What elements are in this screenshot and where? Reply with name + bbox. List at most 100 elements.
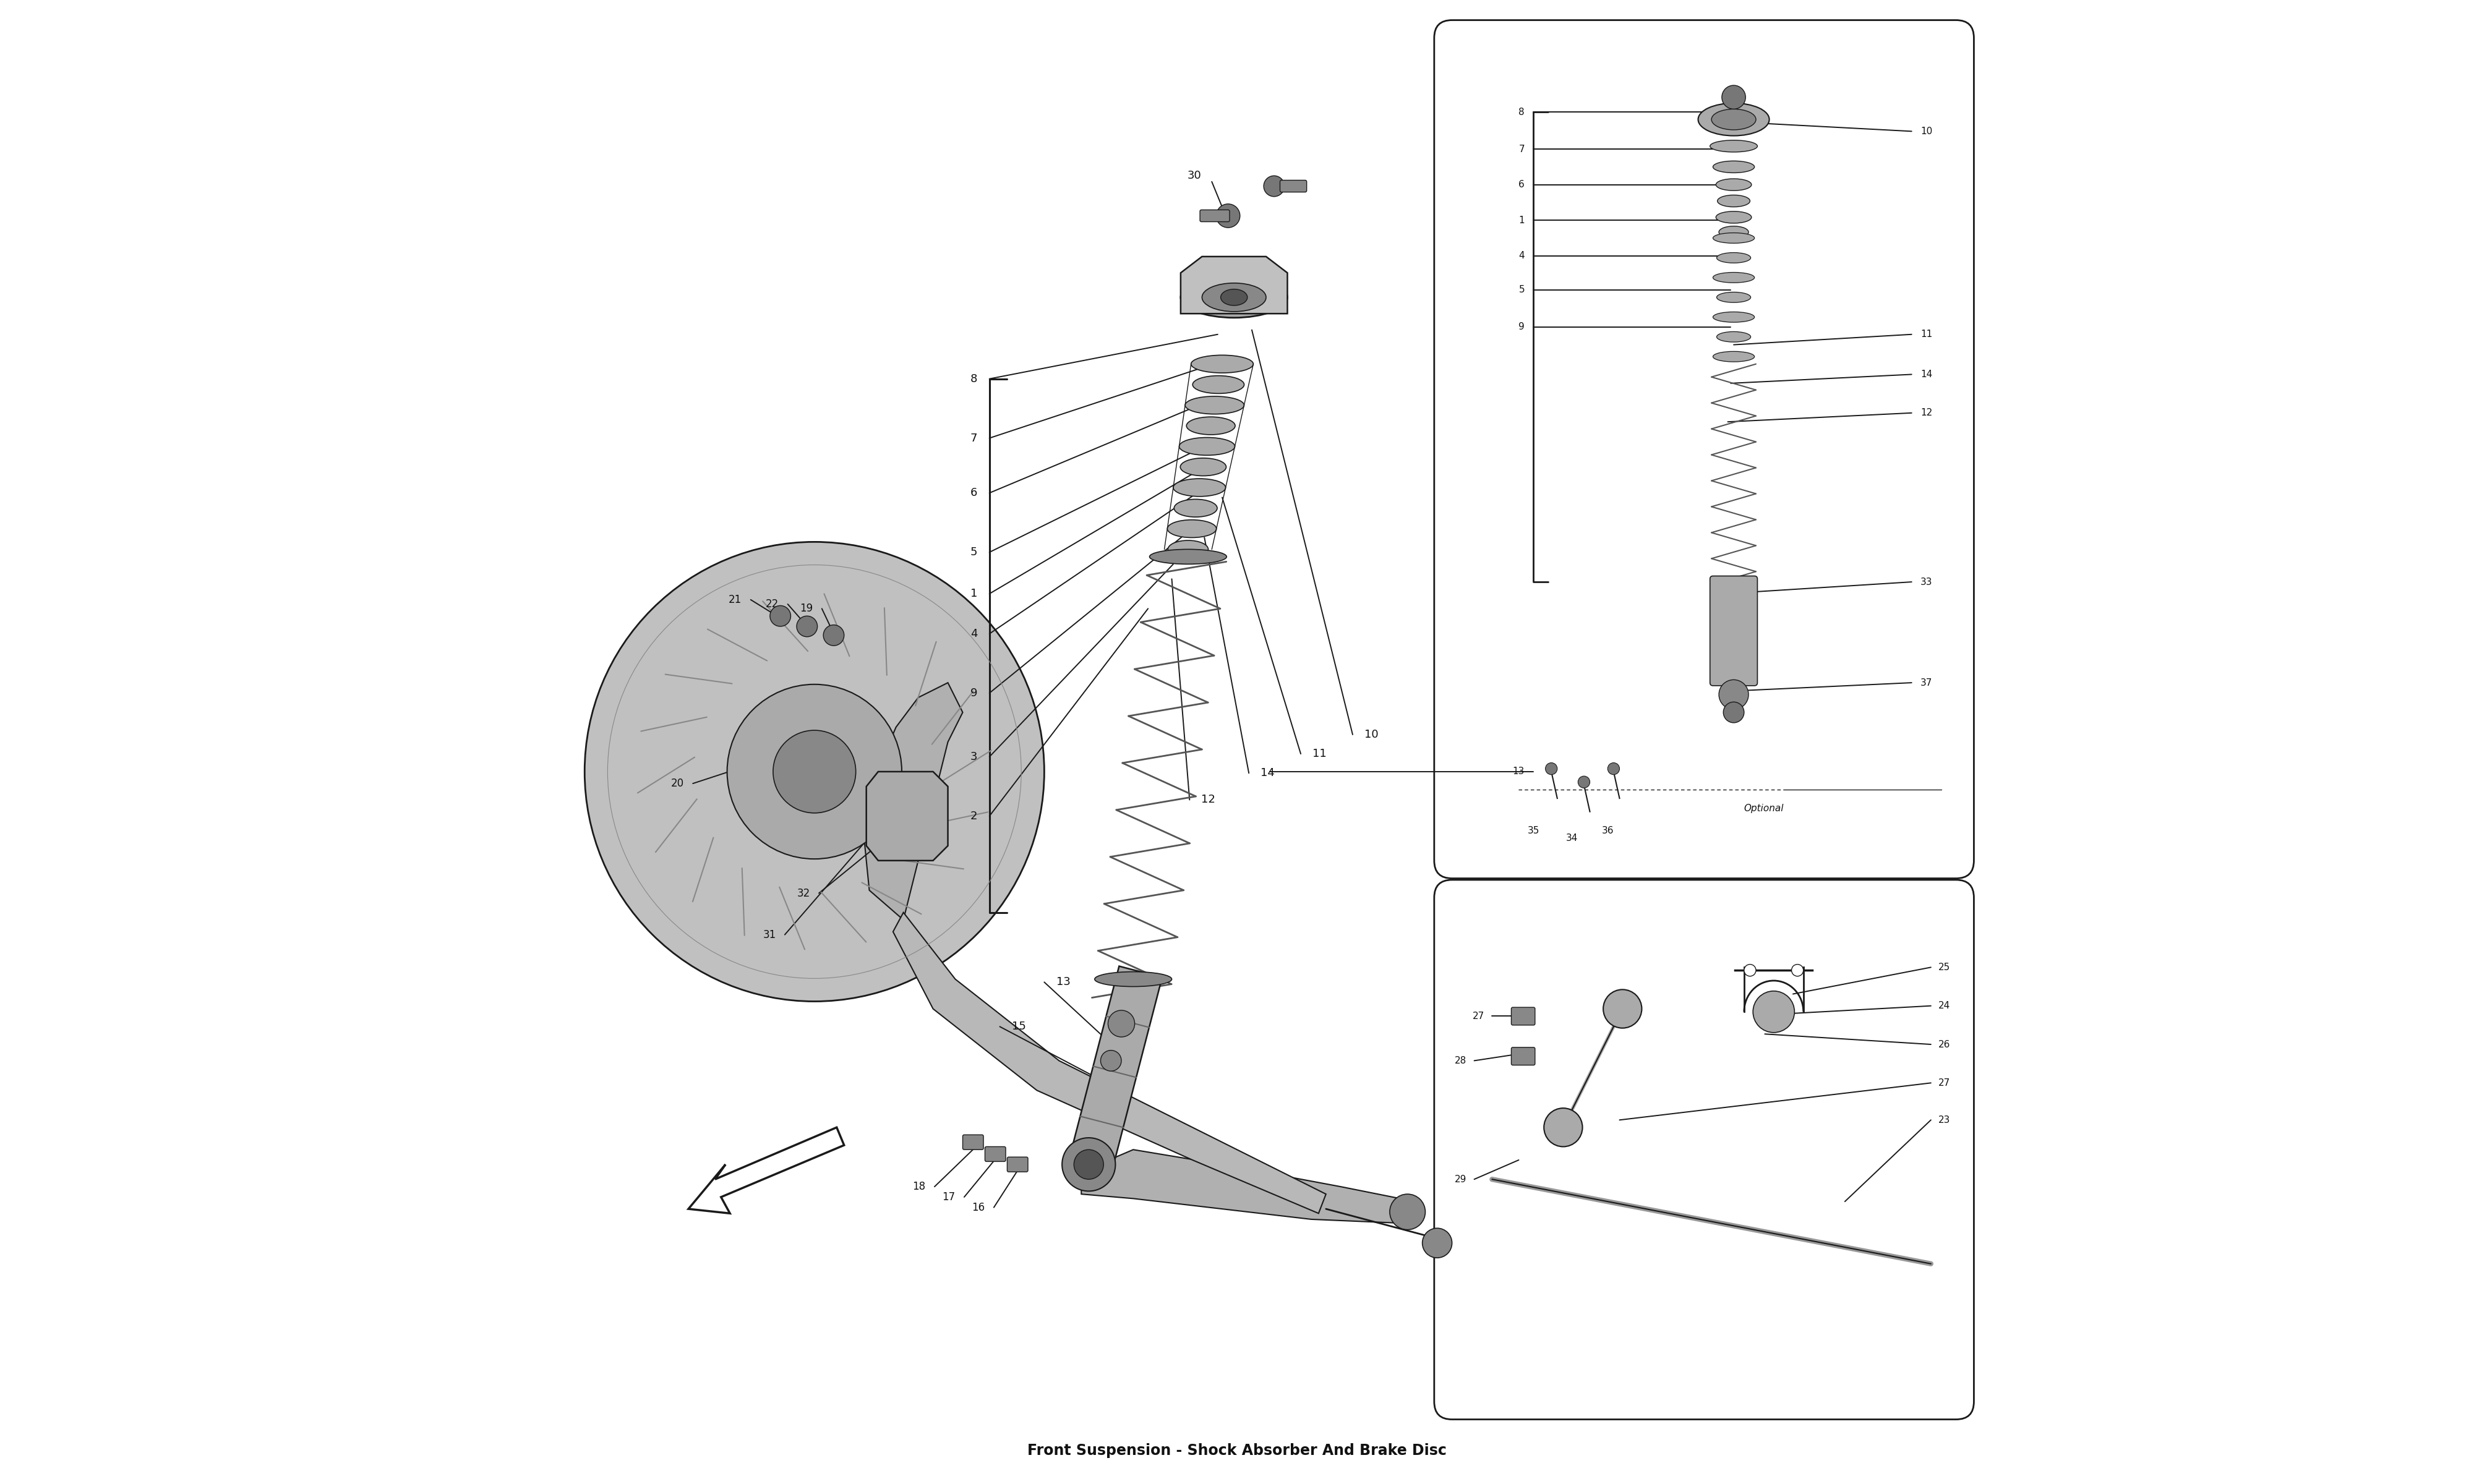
- Ellipse shape: [1150, 549, 1227, 564]
- Text: 15: 15: [1012, 1021, 1027, 1033]
- Ellipse shape: [1192, 375, 1244, 393]
- Ellipse shape: [1719, 226, 1749, 237]
- Text: 27: 27: [1937, 1079, 1950, 1088]
- Text: 17: 17: [943, 1192, 955, 1202]
- Circle shape: [1791, 965, 1804, 976]
- Ellipse shape: [1180, 459, 1227, 476]
- Ellipse shape: [1188, 417, 1235, 435]
- Circle shape: [1754, 991, 1794, 1033]
- Text: 7: 7: [970, 432, 977, 444]
- Text: 3: 3: [970, 751, 977, 763]
- Text: 16: 16: [972, 1202, 985, 1212]
- Text: 5: 5: [1519, 285, 1524, 294]
- Text: 11: 11: [1920, 329, 1932, 338]
- FancyBboxPatch shape: [1279, 180, 1306, 191]
- Text: 30: 30: [1188, 171, 1202, 181]
- Ellipse shape: [1712, 108, 1757, 129]
- Text: 10: 10: [1920, 126, 1932, 137]
- Text: 7: 7: [1519, 144, 1524, 154]
- Text: 14: 14: [1262, 767, 1274, 779]
- Text: 9: 9: [970, 687, 977, 699]
- Text: 6: 6: [970, 487, 977, 499]
- Text: 26: 26: [1937, 1040, 1950, 1049]
- Text: 33: 33: [1920, 577, 1932, 586]
- Text: Front Suspension - Shock Absorber And Brake Disc: Front Suspension - Shock Absorber And Br…: [1027, 1442, 1447, 1457]
- Text: 34: 34: [1566, 834, 1578, 843]
- Circle shape: [769, 605, 792, 626]
- FancyBboxPatch shape: [1512, 1048, 1534, 1066]
- Text: 18: 18: [913, 1181, 925, 1192]
- Ellipse shape: [1180, 438, 1235, 456]
- Ellipse shape: [1697, 102, 1769, 135]
- Ellipse shape: [1712, 312, 1754, 322]
- Ellipse shape: [1717, 292, 1752, 303]
- Text: 27: 27: [1472, 1012, 1484, 1021]
- Ellipse shape: [1712, 273, 1754, 283]
- Polygon shape: [688, 1128, 844, 1214]
- Text: 28: 28: [1455, 1057, 1467, 1066]
- Circle shape: [772, 730, 856, 813]
- Circle shape: [1264, 175, 1284, 196]
- Circle shape: [824, 625, 844, 646]
- Text: 21: 21: [730, 594, 742, 605]
- Text: 4: 4: [970, 628, 977, 640]
- Ellipse shape: [1712, 160, 1754, 172]
- Text: 22: 22: [767, 598, 779, 610]
- Ellipse shape: [1717, 178, 1752, 190]
- FancyBboxPatch shape: [1007, 1158, 1027, 1172]
- Text: 10: 10: [1366, 729, 1378, 741]
- Ellipse shape: [1717, 252, 1752, 263]
- Circle shape: [1578, 776, 1591, 788]
- Circle shape: [584, 542, 1044, 1002]
- Ellipse shape: [1717, 194, 1749, 206]
- Text: 32: 32: [797, 887, 809, 899]
- Ellipse shape: [1220, 289, 1247, 306]
- Text: 11: 11: [1314, 748, 1326, 760]
- Text: Optional: Optional: [1744, 804, 1784, 813]
- Circle shape: [1074, 1150, 1103, 1180]
- Circle shape: [1608, 763, 1620, 775]
- Ellipse shape: [1175, 499, 1217, 516]
- Text: 29: 29: [1455, 1175, 1467, 1184]
- Polygon shape: [1081, 1150, 1415, 1224]
- Circle shape: [797, 616, 816, 637]
- Ellipse shape: [1190, 355, 1254, 372]
- Text: 36: 36: [1601, 827, 1613, 835]
- FancyBboxPatch shape: [985, 1147, 1007, 1162]
- Circle shape: [1722, 86, 1747, 108]
- Circle shape: [1719, 680, 1749, 709]
- Polygon shape: [1066, 966, 1163, 1177]
- Circle shape: [1423, 1229, 1452, 1258]
- Circle shape: [1546, 763, 1556, 775]
- FancyBboxPatch shape: [1200, 209, 1230, 221]
- Text: 5: 5: [970, 546, 977, 558]
- Text: 9: 9: [1519, 322, 1524, 331]
- Text: 37: 37: [1920, 678, 1932, 687]
- Ellipse shape: [1712, 352, 1754, 362]
- Text: 4: 4: [1519, 251, 1524, 261]
- FancyBboxPatch shape: [962, 1135, 985, 1150]
- Polygon shape: [1180, 257, 1286, 313]
- Circle shape: [1217, 203, 1239, 227]
- Circle shape: [1108, 1011, 1136, 1037]
- Circle shape: [727, 684, 901, 859]
- Text: 13: 13: [1512, 767, 1524, 776]
- Ellipse shape: [1712, 233, 1754, 243]
- Text: 8: 8: [1519, 107, 1524, 117]
- Text: 12: 12: [1202, 794, 1215, 806]
- Text: 2: 2: [970, 810, 977, 822]
- Circle shape: [1390, 1195, 1425, 1230]
- Circle shape: [1544, 1109, 1583, 1147]
- Circle shape: [1603, 990, 1643, 1028]
- Ellipse shape: [1202, 283, 1267, 312]
- FancyBboxPatch shape: [1512, 1008, 1534, 1025]
- Text: 12: 12: [1920, 408, 1932, 417]
- Text: 1: 1: [1519, 215, 1524, 226]
- Text: 20: 20: [670, 778, 683, 789]
- Circle shape: [1724, 702, 1744, 723]
- Ellipse shape: [1185, 396, 1244, 414]
- Text: 23: 23: [1937, 1116, 1950, 1125]
- Ellipse shape: [1094, 972, 1173, 987]
- Circle shape: [1744, 965, 1757, 976]
- Polygon shape: [866, 772, 948, 861]
